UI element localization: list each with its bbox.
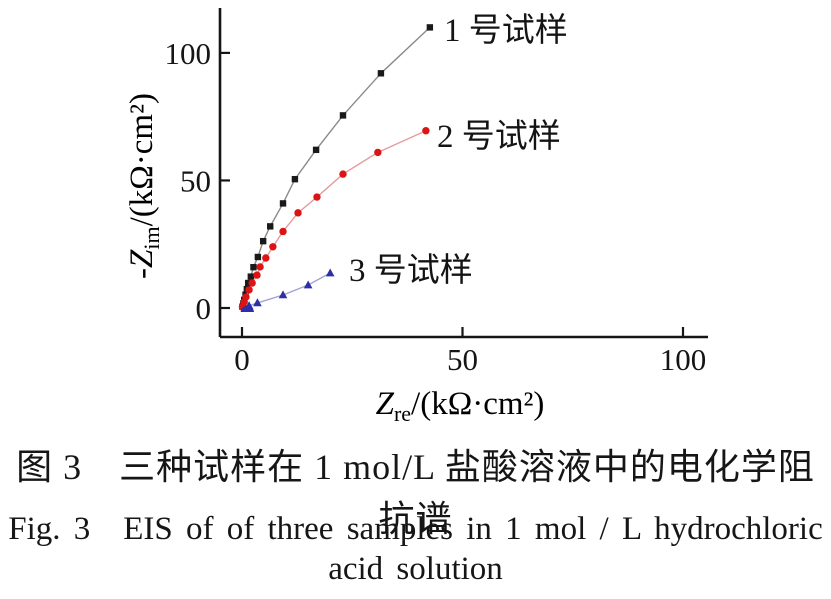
data-point-marker — [259, 237, 267, 245]
axis-ticks: 0 50 100 0 50 100 — [165, 36, 707, 377]
x-tick-label: 100 — [660, 342, 707, 377]
data-point-marker — [267, 223, 274, 230]
series-line — [248, 272, 331, 307]
data-point-marker — [269, 243, 277, 251]
data-point-marker — [279, 200, 287, 207]
x-axis-label: Zre/(kΩ·cm²) — [376, 386, 545, 426]
caption-english-line2: acid solution — [328, 551, 503, 587]
series-inline-label: 3 号试样 — [349, 252, 473, 289]
data-point-marker — [256, 263, 264, 271]
y-axis-label: -Zim/(kΩ·cm²) — [124, 93, 164, 279]
data-point-marker — [325, 268, 335, 277]
eis-chart-svg: 0 50 100 0 50 100 1 号试样 2 号试样 3 号试样 Zre/(kΩ·cm²… — [124, 8, 708, 426]
data-point-marker — [377, 70, 385, 77]
y-tick-label: 100 — [165, 36, 212, 71]
data-point-marker — [262, 254, 270, 262]
data-point-marker — [294, 209, 302, 217]
data-point-marker — [422, 127, 430, 135]
data-point-marker — [278, 290, 288, 299]
series-inline-label: 2 号试样 — [437, 118, 561, 155]
data-point-marker — [291, 175, 299, 183]
y-tick-label: 50 — [180, 163, 211, 198]
series-labels: 1 号试样 2 号试样 3 号试样 — [349, 12, 568, 289]
data-point-marker — [374, 148, 382, 157]
caption-english-line1: Fig. 3 EIS of of three samples in 1 mol … — [8, 511, 823, 547]
data-point-marker — [245, 286, 253, 294]
data-point-marker — [253, 298, 262, 307]
data-series — [238, 24, 434, 312]
data-point-marker — [247, 273, 255, 280]
x-tick-label: 50 — [447, 342, 478, 377]
data-point-marker — [313, 193, 321, 201]
data-point-marker — [242, 293, 250, 301]
data-point-marker — [244, 301, 254, 310]
data-point-marker — [248, 279, 256, 287]
data-point-marker — [426, 24, 434, 31]
data-point-marker — [244, 279, 252, 287]
data-point-marker — [250, 263, 257, 271]
data-point-marker — [312, 146, 320, 154]
y-tick-label: 0 — [196, 291, 212, 326]
eis-chart: 0 50 100 0 50 100 1 号试样 2 号试样 3 号试样 Zre/(kΩ·cm²… — [124, 8, 708, 426]
series-inline-label: 1 号试样 — [444, 12, 568, 49]
x-tick-label: 0 — [234, 342, 250, 377]
data-point-marker — [254, 253, 262, 261]
data-point-marker — [339, 112, 347, 119]
data-point-marker — [339, 170, 347, 178]
data-point-marker — [303, 280, 313, 289]
caption-chinese: 图 3 三种试样在 1 mol/L 盐酸溶液中的电化学阻抗谱 — [16, 447, 815, 539]
data-point-marker — [279, 227, 287, 236]
data-point-marker — [253, 271, 261, 279]
axes — [218, 8, 708, 339]
